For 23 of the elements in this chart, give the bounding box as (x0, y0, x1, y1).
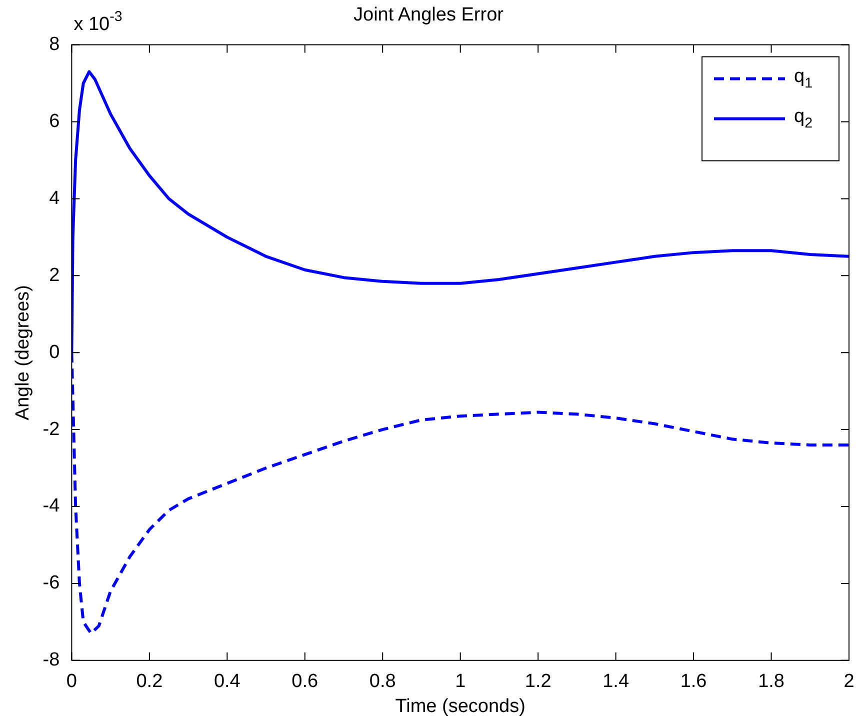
y-tick-label: 4 (49, 188, 60, 209)
x-tick-label: 1.4 (602, 671, 630, 692)
y-tick-label: -4 (42, 496, 60, 517)
x-tick-label: 0.6 (292, 671, 318, 692)
x-tick-label: 0 (66, 671, 77, 692)
y-axis-title: Angle (degrees) (12, 285, 34, 420)
x-tick-label: 0.4 (214, 671, 241, 692)
x-tick-label: 2 (844, 671, 854, 692)
y-tick-label: 2 (49, 264, 60, 286)
x-tick-label: 1.2 (524, 671, 552, 692)
chart-title: Joint Angles Error (354, 4, 504, 26)
x-axis-title: Time (seconds) (395, 696, 526, 717)
x-tick-label: 1.8 (758, 671, 784, 692)
x-tick-label: 1 (455, 671, 466, 692)
y-tick-label: -8 (42, 650, 60, 671)
y-tick-label: -6 (42, 572, 60, 594)
y-tick-label: 0 (49, 342, 60, 363)
y-tick-label: 8 (49, 34, 60, 56)
x-tick-label: 0.2 (136, 671, 163, 692)
x-tick-label: 1.6 (680, 671, 707, 692)
y-tick-label: 6 (49, 110, 60, 132)
y-tick-label: -2 (42, 418, 60, 440)
x-tick-label: 0.8 (369, 671, 396, 692)
